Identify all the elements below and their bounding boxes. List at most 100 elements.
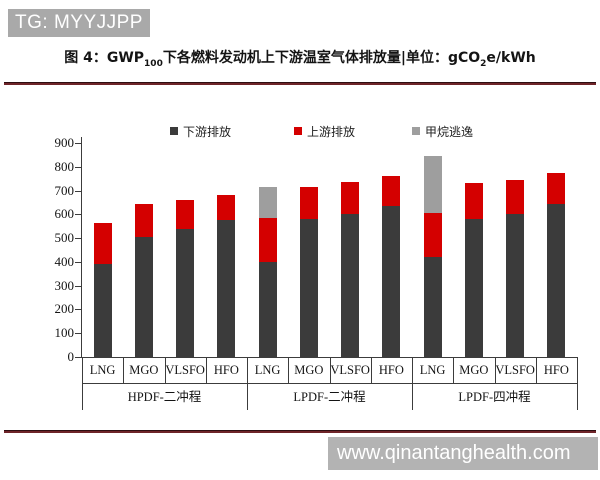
bar-segment-downstream [217,220,236,357]
x-category-label: MGO [129,363,159,377]
category-cell-border [329,357,331,383]
bar-segment-downstream [423,257,442,357]
x-category-label: MGO [459,363,489,377]
y-axis-label: 900 [54,135,75,150]
y-axis-label: 200 [54,301,75,317]
y-axis-label: 100 [54,325,75,341]
bar-segment-downstream [299,219,318,357]
legend-swatch-methane-slip [412,127,420,135]
bar-segment-downstream [464,219,483,357]
x-category-label: HFO [213,363,239,377]
group-cell-border [247,383,248,410]
bar-segment-downstream [506,214,525,357]
x-category-label: LNG [89,363,116,377]
title-prefix: 图 4：GWP [64,50,145,66]
bar-segment-upstream [341,182,360,215]
title-subscript-2: 2 [480,58,487,69]
category-cell-border [577,357,578,383]
legend-item-methane-slip: 甲烷逃逸 [412,124,474,139]
y-axis-tick [75,309,81,311]
category-row-bottom-border [82,383,578,384]
y-axis-line [81,137,82,357]
x-category-label: HFO [378,363,404,377]
bar-segment-downstream [547,203,566,357]
y-axis-tick [75,357,81,358]
bar-segment-downstream [382,206,401,357]
x-group-label: HPDF-二冲程 [127,390,202,404]
category-cell-border [123,357,125,383]
watermark-badge: TG: MYYJJPP [8,9,150,37]
category-cell-border [453,357,455,383]
bar-segment-methane-slip [258,186,277,218]
category-cell-border [494,357,496,383]
x-category-label: LNG [419,363,446,377]
bar-segment-downstream [176,228,195,357]
y-axis-tick [75,285,81,287]
y-axis-label: 400 [54,253,75,269]
bar-segment-upstream [217,195,236,221]
top-divider-line [4,82,596,85]
legend-item-upstream: 上游排放 [294,124,356,139]
y-axis-label: 300 [54,277,75,293]
category-cell-border [288,357,290,383]
bar-segment-downstream [134,236,153,357]
bar-segment-upstream [464,183,483,220]
legend-swatch-upstream [294,127,302,135]
x-group-label: LPDF-二冲程 [293,390,366,404]
group-cell-border [577,383,578,410]
x-category-label: VLSFO [495,363,535,377]
bar-segment-methane-slip [423,156,442,214]
y-axis-label: 800 [54,158,75,174]
x-category-label: VLSFO [165,363,205,377]
watermark-url-badge: www.qinantanghealth.com [328,437,598,470]
category-cell-border [247,357,248,383]
category-cell-border [164,357,166,383]
x-category-label: HFO [543,363,569,377]
y-axis-tick [75,190,81,192]
y-axis-tick [75,166,81,168]
bar-segment-upstream [547,172,566,204]
bottom-divider-line [4,430,596,433]
bar-segment-upstream [93,222,112,265]
category-cell-border [412,357,413,383]
category-cell-border [82,357,83,383]
bar-segment-upstream [382,176,401,206]
bar-segment-downstream [93,264,112,357]
title-suffix: e/kWh [486,50,536,66]
legend-label-downstream: 下游排放 [183,124,232,139]
y-axis-tick [75,238,81,240]
group-cell-border [82,383,83,410]
bar-segment-downstream [258,261,277,357]
group-cell-border [412,383,413,410]
bar-segment-upstream [506,179,525,215]
legend-label-upstream: 上游排放 [307,124,356,139]
x-category-label: VLSFO [330,363,370,377]
bar-segment-downstream [341,214,360,357]
bar-segment-upstream [299,186,318,220]
legend-label-methane-slip: 甲烷逃逸 [425,124,474,139]
bar-segment-upstream [258,217,277,262]
y-axis-label: 600 [54,206,75,222]
legend-swatch-downstream [170,127,178,135]
y-axis-tick [75,333,81,335]
bar-segment-upstream [134,203,153,237]
title-mid: 下各燃料发动机上下游温室气体排放量|单位：gCO [162,50,481,66]
category-cell-border [205,357,207,383]
category-cell-border [535,357,537,383]
x-category-label: LNG [254,363,281,377]
bar-segment-upstream [423,213,442,258]
x-axis-line [81,357,577,358]
y-axis-label: 500 [54,230,75,246]
bar-segment-upstream [176,200,195,229]
x-category-label: MGO [294,363,324,377]
legend-item-downstream: 下游排放 [170,124,232,139]
y-axis-label: 0 [67,349,75,364]
y-axis-tick [75,214,81,216]
y-axis-tick [75,143,81,144]
y-axis-label: 700 [54,182,75,198]
chart-title: 图 4：GWP100下各燃料发动机上下游温室气体排放量|单位：gCO2e/kWh [0,47,600,69]
category-cell-border [370,357,372,383]
title-subscript-100: 100 [144,58,163,69]
